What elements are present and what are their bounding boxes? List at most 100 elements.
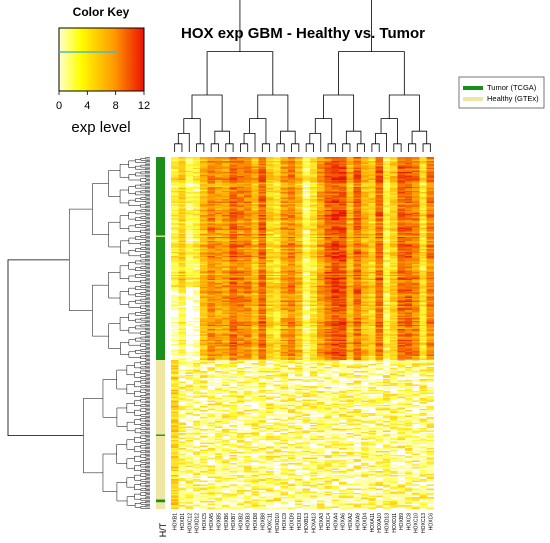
heatmap-cell (251, 291, 259, 293)
color-key-axis: 0 4 8 12 (56, 90, 150, 112)
heatmap-cell (404, 166, 413, 169)
heatmap-cell (200, 159, 208, 162)
heatmap-cell (368, 186, 376, 189)
heatmap-cell (324, 323, 332, 326)
heatmap-cell (382, 257, 391, 259)
heatmap-cell (339, 207, 347, 209)
heatmap-cell (236, 268, 245, 270)
heatmap-cell (397, 262, 405, 265)
heatmap-cell (419, 217, 427, 220)
heatmap-cell (360, 254, 369, 257)
heatmap-cell (295, 273, 303, 275)
heatmap-cell (404, 299, 413, 301)
heatmap-cell (229, 207, 237, 209)
heatmap-cell (309, 293, 318, 296)
heatmap-cell (214, 213, 223, 216)
row-annotation-bar (156, 157, 165, 509)
heatmap-cell (295, 266, 303, 269)
heatmap-cell (251, 253, 259, 255)
heatmap-cell (309, 286, 318, 289)
heatmap-cell (236, 314, 245, 316)
heatmap-cell (178, 285, 186, 288)
heatmap-cell (185, 174, 194, 177)
heatmap-cell (229, 265, 237, 267)
heatmap-cell (412, 280, 420, 282)
heatmap-cell (222, 247, 230, 250)
heatmap-cell (302, 240, 311, 243)
heatmap-cell (353, 254, 362, 257)
heatmap-cell (302, 205, 311, 208)
heatmap-cell (280, 318, 289, 320)
heatmap-cell (382, 289, 391, 292)
heatmap-cell (331, 226, 340, 228)
heatmap-cell (287, 299, 296, 301)
heatmap-cell (368, 323, 376, 326)
heatmap-cell (412, 189, 420, 192)
heatmap-cell (295, 258, 303, 261)
heatmap-cell (244, 324, 252, 327)
heatmap-cell (360, 221, 369, 224)
heatmap-cell (207, 280, 216, 282)
heatmap-cell (200, 319, 208, 322)
heatmap-cell (200, 318, 208, 320)
heatmap-cell (368, 158, 376, 160)
heatmap-cell (244, 228, 252, 231)
heatmap-cell (426, 284, 435, 286)
heatmap-cell (339, 192, 347, 194)
heatmap-cell (339, 158, 347, 160)
heatmap-cell (295, 245, 303, 247)
heatmap-cell (192, 220, 201, 223)
heatmap-cell (419, 257, 427, 259)
heatmap-cell (251, 250, 259, 252)
heatmap-cell (258, 253, 267, 255)
heatmap-cell (346, 178, 354, 181)
heatmap-cell (397, 182, 405, 185)
heatmap-cell (280, 259, 289, 262)
heatmap-cell (185, 251, 194, 254)
heatmap-cell (222, 224, 230, 227)
heatmap-cell (375, 163, 384, 166)
heatmap-cell (360, 227, 369, 229)
heatmap-cell (390, 159, 398, 162)
heatmap-cell (280, 224, 289, 227)
heatmap-cell (178, 311, 186, 313)
heatmap-cell (171, 288, 179, 290)
heatmap-cell (258, 227, 267, 229)
heatmap-cell (200, 276, 208, 278)
heatmap-cell (412, 163, 420, 166)
heatmap-cell (265, 171, 274, 174)
heatmap-cell (331, 197, 340, 200)
heatmap-cell (214, 334, 223, 336)
heatmap-cell (207, 159, 216, 162)
heatmap-cell (265, 272, 274, 274)
heatmap-cell (295, 309, 303, 312)
heatmap-cell (229, 239, 237, 242)
heatmap-cell (185, 178, 194, 181)
heatmap-cell (360, 228, 369, 231)
heatmap-cell (171, 162, 179, 164)
heatmap-cell (178, 170, 186, 173)
heatmap-cell (302, 316, 311, 319)
heatmap-cell (317, 257, 325, 259)
heatmap-cell (353, 262, 362, 265)
heatmap-cell (258, 288, 267, 290)
heatmap-cell (265, 193, 274, 196)
heatmap-cell (390, 257, 398, 259)
heatmap-cell (360, 201, 369, 204)
heatmap-cell (397, 326, 405, 328)
heatmap-cell (265, 161, 274, 163)
heatmap-cell (258, 166, 267, 169)
heatmap-cell (375, 247, 384, 250)
heatmap-cell (171, 186, 179, 189)
heatmap-cell (185, 259, 194, 262)
heatmap-cell (214, 204, 223, 206)
heatmap-cell (339, 246, 347, 248)
heatmap-cell (273, 234, 281, 236)
heatmap-cell (397, 162, 405, 164)
heatmap-cell (280, 205, 289, 208)
heatmap-cell (390, 209, 398, 212)
heatmap-cell (426, 326, 435, 328)
heatmap-cell (192, 188, 201, 190)
heatmap-cell (280, 312, 289, 315)
heatmap-cell (295, 316, 303, 319)
